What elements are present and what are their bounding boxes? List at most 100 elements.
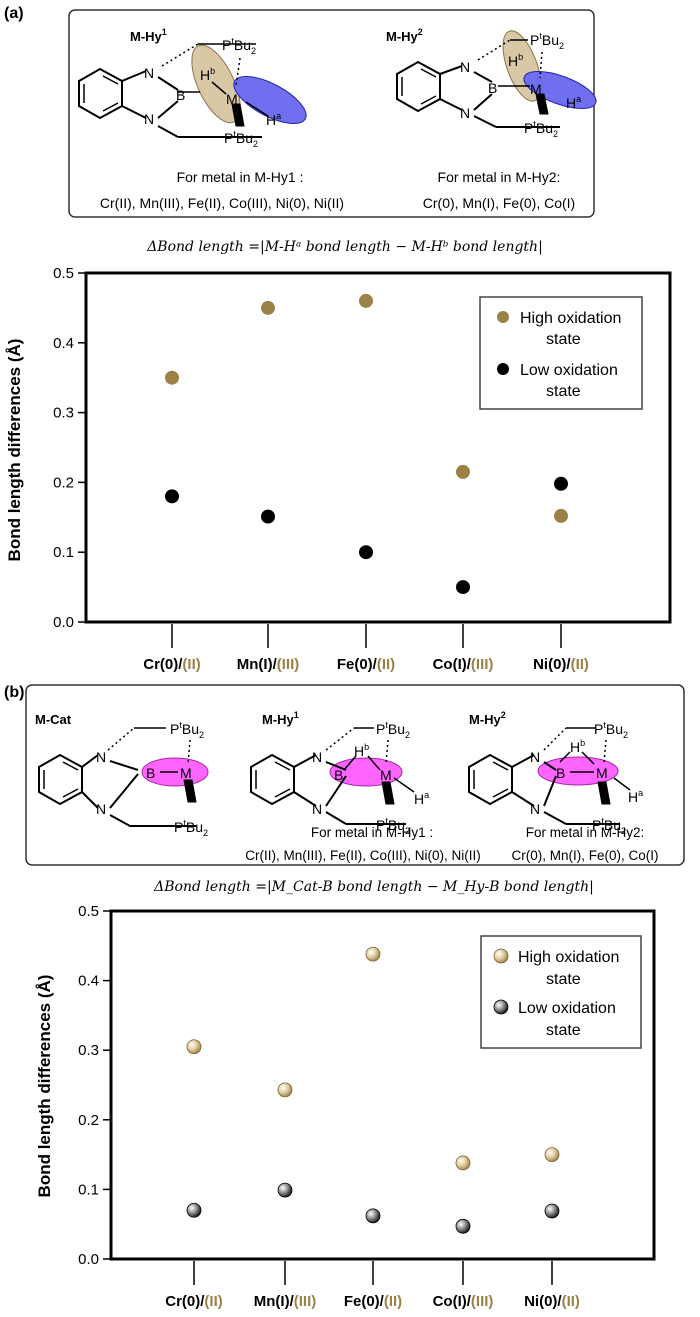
chart-b-category-low-state: Co(I)/ bbox=[433, 1293, 472, 1310]
panel-b-structure-box: M-Cat N N B M PtBu2 PtBu2 bbox=[25, 684, 685, 866]
svg-text:PtBu2: PtBu2 bbox=[224, 129, 258, 149]
svg-text:N: N bbox=[460, 105, 470, 121]
panel-a-formula: ΔBond length =|M-Hᵃ bond length − M-Hᵇ b… bbox=[146, 239, 543, 255]
chart-a-y-tick-label: 0.1 bbox=[53, 544, 74, 561]
svg-text:N: N bbox=[144, 111, 154, 127]
panel-b-hy2-caption-line1: For metal in M-Hy2: bbox=[526, 825, 645, 840]
chart-a-point-low-oxidation bbox=[165, 489, 179, 504]
panel-b-hy1-caption-line1: For metal in M-Hy1 : bbox=[311, 825, 433, 840]
panel-b-hy1-caption-line2: Cr(II), Mn(III), Fe(II), Co(III), Ni(0),… bbox=[245, 848, 480, 863]
panel-b-hy2-molecule bbox=[468, 727, 631, 825]
chart-a-x-category-label: Ni(0)/(II) bbox=[533, 656, 589, 673]
chart-b-point-low-oxidation bbox=[277, 1182, 293, 1198]
chart-b-y-tick-label: 0.4 bbox=[78, 973, 99, 990]
chart-b-category-high-state: (II) bbox=[384, 1293, 402, 1310]
chart-b-point-low-oxidation bbox=[455, 1218, 471, 1234]
chart-a-legend: High oxidation state Low oxidation state bbox=[479, 296, 643, 410]
panel-a-hy1-atoms: N N B Hb M Ha PtBu2 PtBu2 bbox=[144, 36, 281, 149]
panel-b-letter: (b) bbox=[4, 684, 24, 701]
chart-a-category-low-state: Ni(0)/ bbox=[533, 656, 571, 673]
chart-a: Bond length differences (Å) 0.0 0.1 0.2 0.3… bbox=[5, 265, 672, 673]
chart-a-y-ticks: 0.0 0.1 0.2 0.3 0.4 0.5 bbox=[53, 265, 86, 631]
svg-text:N: N bbox=[144, 65, 154, 81]
chart-b-y-ticks: 0.0 0.1 0.2 0.3 0.4 0.5 bbox=[78, 903, 111, 1268]
panel-a-hy2-caption-line2: Cr(0), Mn(I), Fe(0), Co(I) bbox=[423, 195, 575, 211]
svg-text:N: N bbox=[96, 801, 106, 817]
chart-b-point-high-oxidation bbox=[186, 1039, 202, 1055]
chart-a-category-low-state: Mn(I)/ bbox=[237, 656, 278, 673]
chart-b-legend-low-marker bbox=[493, 999, 509, 1015]
chart-a-points bbox=[165, 293, 568, 595]
chart-b-category-high-state: (III) bbox=[471, 1293, 494, 1310]
chart-a-y-tick-label: 0.5 bbox=[53, 265, 74, 282]
svg-text:B: B bbox=[556, 765, 565, 781]
chart-b-y-tick-label: 0.3 bbox=[78, 1042, 99, 1059]
panel-b-cat-atoms: N N B M PtBu2 PtBu2 bbox=[96, 720, 208, 838]
svg-text:PtBu2: PtBu2 bbox=[592, 816, 626, 836]
svg-text:PtBu2: PtBu2 bbox=[170, 720, 204, 740]
svg-text:Ha: Ha bbox=[266, 111, 281, 128]
chart-a-category-low-state: Co(I)/ bbox=[433, 656, 472, 673]
panel-a-letter: (a) bbox=[4, 5, 24, 22]
chart-b-legend-low-line1: Low oxidation bbox=[518, 1000, 616, 1017]
svg-text:PtBu2: PtBu2 bbox=[222, 36, 256, 56]
chart-b-point-low-oxidation bbox=[544, 1203, 560, 1219]
chart-b-point-high-oxidation bbox=[455, 1155, 471, 1171]
chart-b-legend-high-marker bbox=[493, 948, 509, 964]
chart-b-x-category-label: Cr(0)/(II) bbox=[165, 1293, 223, 1310]
chart-a-legend-high-line1: High oxidation bbox=[520, 310, 621, 327]
svg-text:N: N bbox=[312, 801, 322, 817]
svg-text:N: N bbox=[96, 749, 106, 765]
chart-a-point-low-oxidation bbox=[456, 580, 470, 595]
chart-b-category-high-state: (II) bbox=[204, 1293, 222, 1310]
chart-a-legend-high-line2: state bbox=[546, 331, 581, 348]
panel-b-hy1-title: M-Hy1 bbox=[262, 710, 299, 727]
chart-a-y-tick-label: 0.3 bbox=[53, 405, 74, 422]
chart-b-category-low-state: Fe(0)/ bbox=[344, 1293, 385, 1310]
svg-text:Ha: Ha bbox=[414, 790, 429, 807]
chart-b-legend-high-line2: state bbox=[546, 971, 581, 988]
panel-a-structure-box: M-Hy1 N N B Hb M bbox=[68, 9, 597, 218]
chart-b-y-tick-label: 0.1 bbox=[78, 1181, 99, 1198]
chart-b-point-low-oxidation bbox=[186, 1202, 202, 1218]
chart-a-point-low-oxidation bbox=[359, 545, 373, 560]
svg-text:PtBu2: PtBu2 bbox=[376, 816, 410, 836]
chart-b-x-categories: Cr(0)/(II) Mn(I)/(III) Fe(0)/(II) Co(I)/(II… bbox=[165, 1261, 580, 1310]
svg-text:N: N bbox=[460, 59, 470, 75]
panel-b-hy1-atoms: N N B Hb M Ha PtBu2 PtBu2 bbox=[312, 720, 429, 836]
chart-a-point-low-oxidation bbox=[554, 476, 568, 491]
chart-b-x-category-label: Co(I)/(III) bbox=[433, 1293, 494, 1310]
chart-b-legend: High oxidation state Low oxidation state bbox=[480, 935, 642, 1049]
chart-a-y-tick-label: 0.4 bbox=[53, 335, 74, 352]
chart-b-y-tick-label: 0.0 bbox=[78, 1251, 99, 1268]
chart-a-x-category-label: Mn(I)/(III) bbox=[237, 656, 299, 673]
chart-a-x-categories: Cr(0)/(II) Mn(I)/(III) Fe(0)/(II) Co(I)/(II… bbox=[143, 624, 589, 673]
svg-text:M: M bbox=[596, 765, 608, 781]
chart-a-y-axis-title: Bond length differences (Å) bbox=[5, 339, 24, 562]
chart-a-category-high-state: (II) bbox=[571, 656, 589, 673]
chart-b-category-low-state: Cr(0)/ bbox=[165, 1293, 205, 1310]
svg-text:M: M bbox=[226, 91, 238, 107]
svg-text:PtBu2: PtBu2 bbox=[530, 31, 564, 51]
svg-text:B: B bbox=[488, 80, 497, 96]
panel-a-hy1-caption-line1: For metal in M-Hy1 : bbox=[177, 169, 304, 185]
panel-a-hy2-caption-line1: For metal in M-Hy2: bbox=[438, 169, 561, 185]
svg-text:M: M bbox=[180, 765, 192, 781]
chart-a-category-high-state: (II) bbox=[182, 656, 200, 673]
chart-b-y-tick-label: 0.2 bbox=[78, 1112, 99, 1129]
chart-a-category-low-state: Cr(0)/ bbox=[143, 656, 183, 673]
panel-b-hy2-caption-line2: Cr(0), Mn(I), Fe(0), Co(I) bbox=[512, 848, 659, 863]
svg-text:B: B bbox=[334, 767, 343, 783]
svg-text:Ha: Ha bbox=[566, 94, 581, 111]
panel-a-hy1-hb: Hb bbox=[200, 66, 215, 83]
chart-a-point-high-oxidation bbox=[456, 464, 470, 479]
chart-a-point-high-oxidation bbox=[261, 300, 275, 315]
panel-b-cat-title: M-Cat bbox=[35, 712, 72, 727]
chart-b-point-high-oxidation bbox=[365, 946, 381, 962]
chart-b-legend-low-line2: state bbox=[546, 1022, 581, 1039]
panel-a-hy1-title: M-Hy1 bbox=[130, 27, 167, 44]
chart-a-legend-low-line1: Low oxidation bbox=[520, 362, 618, 379]
chart-a-y-tick-label: 0.0 bbox=[53, 614, 74, 631]
chart-b-x-category-label: Fe(0)/(II) bbox=[344, 1293, 402, 1310]
